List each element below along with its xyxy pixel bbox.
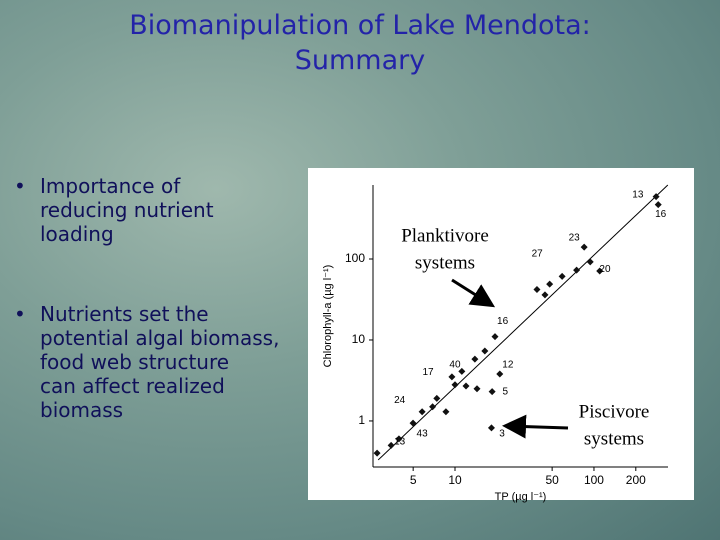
point [596,267,604,275]
point [433,394,441,402]
point [395,435,403,443]
point [418,408,426,416]
point [451,381,459,389]
point [488,388,496,396]
point [491,333,499,341]
point [541,291,549,299]
y-axis-label: Chlorophyll-a (µg l⁻¹) [322,265,334,368]
y-tick-label: 1 [358,413,365,427]
arrow [451,278,496,308]
bullet-text: food web structure [40,350,230,374]
x-tick-label: 100 [584,473,604,487]
point [481,347,489,355]
point-label: 12 [502,360,514,371]
point-label: 23 [569,232,581,243]
bullet-marker: • [14,302,26,326]
point-label: 40 [449,360,461,371]
point-label: 16 [655,209,667,220]
point [473,385,481,393]
point-label: 24 [394,395,406,406]
bullet-text: loading [40,222,114,246]
point [409,419,417,427]
title-line: Summary [294,45,426,76]
fit-line [377,184,669,461]
y-tick-label: 100 [345,251,365,265]
title-line: Biomanipulation of Lake Mendota: [129,10,591,41]
point-label: 17 [423,367,435,378]
point [442,408,450,416]
point [448,373,456,381]
point-label: 27 [532,249,544,260]
x-tick-label: 50 [545,473,559,487]
point-label: 43 [417,429,429,440]
bullet-text: Importance of [40,174,181,198]
point [487,424,495,432]
point [558,272,566,280]
point-label: 16 [497,316,509,327]
point [471,355,479,363]
point [496,370,504,378]
point [586,258,594,266]
point [654,201,662,209]
point [546,280,554,288]
bullet-text: reducing nutrient [40,198,214,222]
bullet-text: Nutrients set the [40,302,209,326]
point-label: 13 [394,437,406,448]
bullet-text: biomass [40,398,124,422]
point-label: 20 [599,264,611,275]
point [458,367,466,375]
annotation: Planktivore [401,225,489,246]
x-tick-label: 10 [448,473,462,487]
chart-panel [308,168,694,500]
point [573,266,581,274]
point [652,193,660,201]
point-label: 3 [499,429,505,440]
point [373,449,381,457]
x-axis-label: TP (µg l⁻¹) [495,491,547,503]
point [429,403,437,411]
point [533,286,541,294]
arrow [502,414,569,439]
point-label: 5 [502,386,508,397]
point [580,243,588,251]
bullet: • Nutrients set the potential algal biomas… [14,302,279,422]
bullet-marker: • [14,174,26,198]
bullet: • Importance of reducing nutrient loading [14,174,214,246]
slide-title: Biomanipulation of Lake Mendota: Summary [0,8,720,78]
bullet-text: potential algal biomass, [40,326,280,350]
x-tick-label: 200 [626,473,646,487]
y-tick-label: 10 [352,332,366,346]
x-tick-label: 5 [410,473,417,487]
annotation: Piscivore [579,401,650,422]
bullet-text: can affect realized [40,374,225,398]
point [387,441,395,449]
point-label: 13 [632,190,644,201]
annotation: systems [415,252,475,273]
point [462,382,470,390]
annotation: systems [584,428,644,449]
